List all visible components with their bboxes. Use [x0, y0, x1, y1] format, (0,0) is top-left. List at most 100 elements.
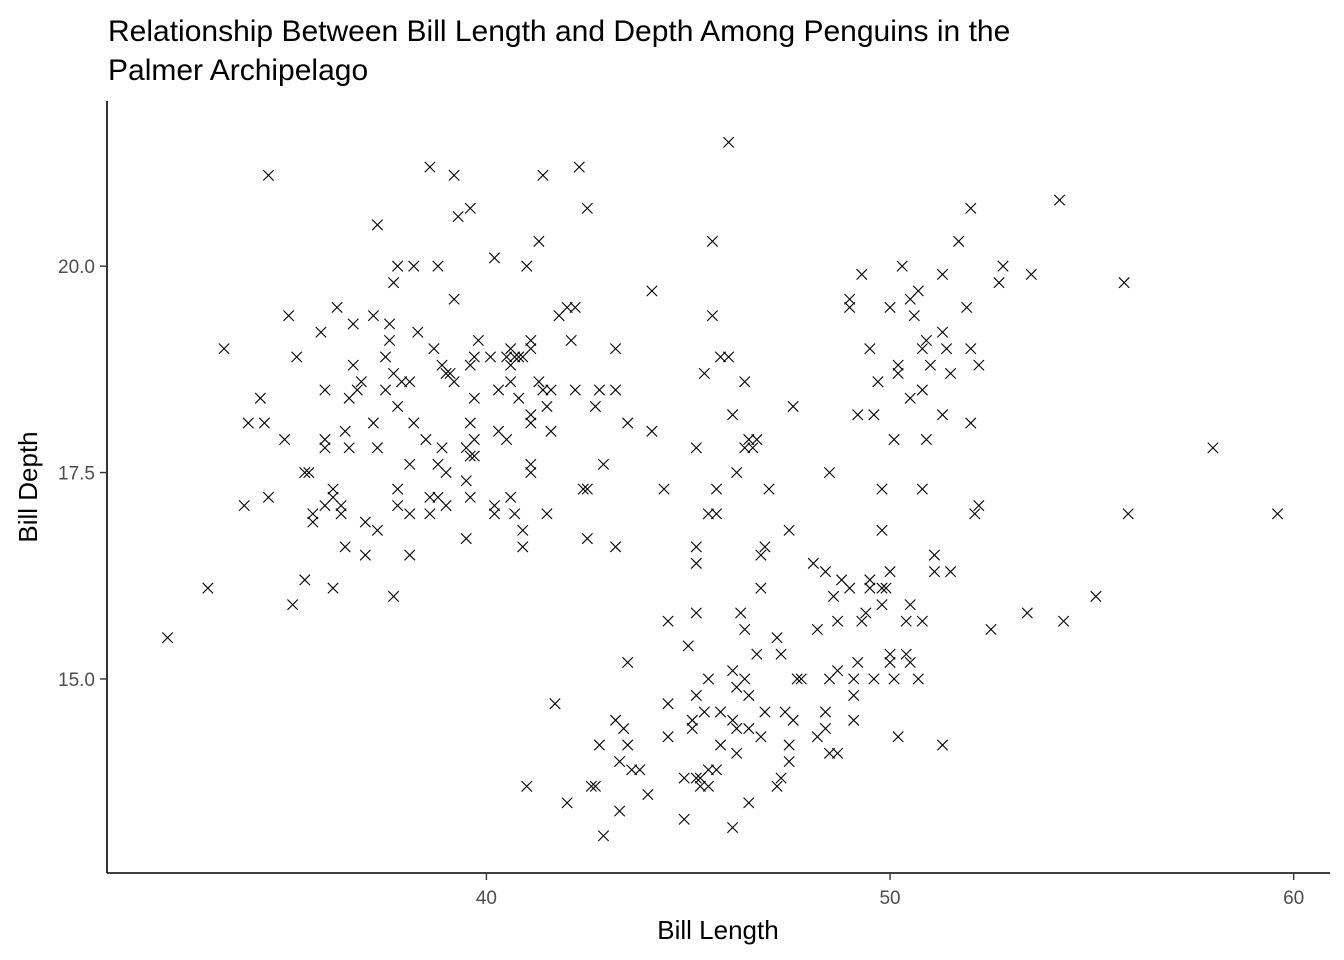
data-point [452, 211, 464, 223]
data-point [831, 615, 844, 627]
data-point [831, 665, 844, 677]
data-point [723, 136, 735, 148]
data-point [387, 277, 400, 289]
data-point [315, 326, 327, 338]
data-point [242, 417, 254, 429]
chart-title-line-2: Palmer Archipelago [108, 54, 368, 87]
data-point [944, 367, 957, 380]
data-point [339, 541, 351, 553]
data-point [501, 433, 513, 446]
data-point [367, 310, 379, 322]
data-point [973, 499, 985, 512]
data-point [710, 508, 723, 520]
data-point [412, 326, 424, 338]
data-point [468, 392, 480, 404]
data-point [783, 524, 795, 536]
data-point [238, 499, 250, 512]
data-point [420, 433, 432, 446]
data-point [299, 466, 311, 479]
data-point [424, 161, 436, 173]
data-point [727, 821, 739, 834]
data-point [856, 268, 868, 280]
data-point [440, 466, 452, 479]
data-point [468, 351, 480, 363]
data-point [985, 623, 997, 636]
data-point [521, 260, 533, 272]
data-point [525, 334, 537, 347]
data-point [614, 755, 626, 768]
data-point [844, 293, 856, 305]
data-point [807, 557, 819, 569]
data-point [597, 830, 610, 842]
data-point [1271, 508, 1284, 520]
data-point [848, 673, 860, 685]
data-point [702, 508, 714, 520]
data-point [387, 590, 400, 602]
data-point [690, 772, 702, 784]
data-point [912, 673, 924, 685]
data-point [860, 607, 872, 619]
data-point [646, 285, 658, 297]
data-point [424, 491, 436, 503]
data-point [262, 491, 275, 503]
data-point [392, 260, 404, 272]
data-point [1090, 590, 1102, 602]
data-point [912, 285, 924, 297]
chart-title-line-1: Relationship Between Bill Length and Dep… [108, 15, 1010, 48]
data-point [916, 384, 928, 396]
data-point [513, 392, 525, 404]
data-point [291, 351, 303, 363]
data-point [892, 359, 904, 371]
data-point [706, 235, 719, 247]
data-point [525, 458, 537, 470]
data-point [339, 425, 351, 437]
data-point [509, 508, 521, 520]
data-point [795, 673, 807, 685]
data-point [876, 599, 888, 611]
data-point [614, 805, 626, 817]
data-point [827, 590, 840, 602]
data-point [1058, 615, 1070, 627]
data-point [517, 524, 529, 536]
data-point [533, 235, 545, 247]
x-tick-label: 50 [879, 888, 900, 909]
data-point [763, 483, 775, 495]
data-point [864, 582, 876, 594]
data-point [464, 450, 476, 462]
data-point [355, 376, 367, 388]
data-point [852, 656, 864, 669]
data-point [589, 400, 601, 413]
data-point [690, 557, 702, 569]
data-point [819, 706, 832, 718]
data-point [771, 632, 783, 644]
data-point [472, 334, 484, 347]
data-point [961, 301, 973, 314]
data-point [408, 260, 420, 272]
data-point [545, 384, 557, 396]
data-point [609, 384, 622, 396]
data-point [811, 623, 823, 636]
data-point [686, 722, 698, 735]
data-point [327, 483, 339, 495]
data-point [517, 541, 529, 553]
data-point [864, 574, 876, 586]
data-point [254, 392, 266, 404]
data-point [755, 582, 767, 594]
data-point [597, 458, 610, 470]
data-point [965, 202, 977, 214]
data-point [844, 301, 856, 314]
data-point [521, 780, 533, 792]
data-point [408, 417, 420, 429]
data-point [287, 599, 299, 611]
data-point [299, 574, 311, 586]
data-point [973, 359, 985, 371]
data-point [714, 706, 727, 718]
y-tick-label: 15.0 [58, 670, 95, 691]
data-point [872, 376, 884, 388]
data-point [335, 499, 347, 512]
data-point [258, 417, 271, 429]
data-point [537, 384, 549, 396]
data-point [541, 400, 553, 413]
data-point [876, 483, 888, 495]
data-point [367, 417, 379, 429]
